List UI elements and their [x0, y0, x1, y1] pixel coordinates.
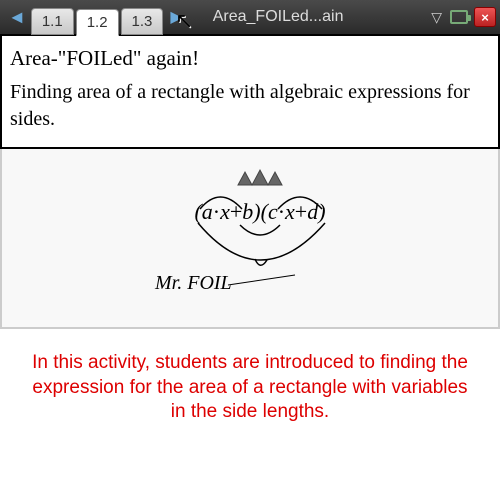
svg-text:(a·x+b)(c·x+d): (a·x+b)(c·x+d) — [194, 199, 325, 224]
nav-back-icon[interactable]: ◄ — [4, 7, 30, 28]
activity-description: In this activity, students are introduce… — [0, 329, 500, 447]
titlebar: ◄ 1.1 1.2 1.3 ▶ ↖ Area_FOILed...ain ▽ × — [0, 0, 500, 34]
nav-forward-icon[interactable]: ▶ — [164, 7, 188, 27]
battery-icon — [450, 10, 468, 24]
svg-text:Mr. FOIL: Mr. FOIL — [154, 272, 232, 294]
tab-1-3[interactable]: 1.3 — [121, 8, 164, 35]
file-title: Area_FOILed...ain — [213, 8, 428, 26]
page-title: Area-"FOILed" again! — [10, 46, 490, 71]
close-button[interactable]: × — [474, 7, 496, 27]
tab-1-1[interactable]: 1.1 — [31, 8, 74, 35]
content-panel: Area-"FOILed" again! Finding area of a r… — [0, 34, 500, 149]
dropdown-icon[interactable]: ▽ — [431, 9, 442, 26]
tab-1-2[interactable]: 1.2 — [76, 9, 119, 36]
foil-diagram: (a·x+b)(c·x+d) Mr. FOIL — [100, 167, 400, 327]
page-subtext: Finding area of a rectangle with algebra… — [10, 79, 490, 133]
diagram-panel: (a·x+b)(c·x+d) Mr. FOIL — [0, 149, 500, 329]
